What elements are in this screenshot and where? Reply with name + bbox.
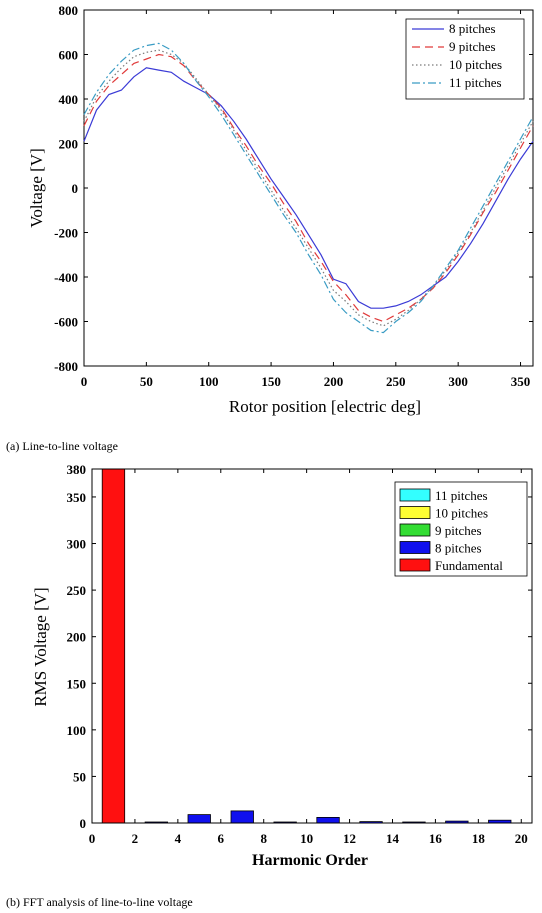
bar-series-group [101, 468, 512, 824]
series-line [83, 49, 534, 327]
y-tick-label: 380 [67, 462, 87, 477]
legend-a: 8 pitches 9 pitches 10 pitches 11 pitches [405, 18, 525, 100]
legend-label: 10 pitches [449, 57, 502, 72]
y-tick-label: 0 [72, 181, 79, 196]
x-tick-label: 20 [515, 831, 528, 846]
y-tick-label: -200 [54, 226, 78, 241]
plot-area-b [91, 468, 533, 824]
bar [316, 817, 340, 824]
x-tick-label: 12 [343, 831, 356, 846]
y-tick-label: 200 [67, 630, 87, 645]
x-tick-label: 350 [511, 374, 531, 389]
bar-chart: 380 350 300 250 200 150 100 50 00 2 4 6 8 10 12 14 16 18 2… [31, 462, 533, 869]
x-tick-label: 6 [218, 831, 225, 846]
y-axis-label-a: Voltage [V] [27, 148, 46, 227]
x-tick-label: 0 [89, 831, 96, 846]
legend-label: 8 pitches [449, 21, 496, 36]
x-tick-label: 14 [386, 831, 400, 846]
legend-label: 9 pitches [449, 39, 496, 54]
y-tick-label: 400 [59, 92, 79, 107]
legend-b: 11 pitches 10 pitches 9 pitches 8 pitches Fu… [394, 481, 528, 577]
x-tick-label: 100 [199, 374, 219, 389]
legend-color-swatch [399, 506, 431, 519]
legend-label: Fundamental [435, 558, 503, 573]
bar [187, 814, 211, 824]
y-tick-label: 0 [80, 816, 87, 831]
y-tick-label: 300 [67, 537, 87, 552]
x-axis-label-b: Harmonic Order [252, 852, 368, 869]
y-tick-label: 150 [67, 676, 87, 691]
y-tick-label: 200 [59, 137, 79, 152]
y-tick-label: -400 [54, 270, 78, 285]
legend-label: 11 pitches [435, 488, 488, 503]
legend-color-swatch [399, 541, 431, 554]
x-tick-label: 300 [448, 374, 468, 389]
y-tick-label: 100 [67, 723, 87, 738]
x-tick-label: 16 [429, 831, 443, 846]
legend-color-swatch [399, 488, 431, 502]
axis-ticks-b: 380 350 300 250 200 150 100 50 00 2 4 6 8 10 12 14 16 18 2… [67, 462, 532, 846]
series-line [83, 67, 534, 309]
bar [101, 468, 126, 824]
x-tick-label: 50 [140, 374, 153, 389]
x-tick-label: 8 [260, 831, 267, 846]
legend-color-swatch [399, 558, 431, 572]
x-axis-label-a: Rotor position [electric deg] [229, 397, 421, 416]
legend-label: 8 pitches [435, 541, 482, 556]
x-tick-label: 4 [175, 831, 182, 846]
line-series-group [83, 42, 534, 334]
legend-label: 11 pitches [449, 75, 502, 90]
x-tick-label: 2 [132, 831, 139, 846]
legend-box-a [405, 18, 525, 100]
x-tick-label: 10 [300, 831, 313, 846]
x-tick-label: 0 [81, 374, 88, 389]
legend-label: 10 pitches [435, 506, 488, 521]
y-tick-label: 600 [59, 48, 79, 63]
series-line [83, 53, 534, 323]
caption-a: (a) Line-to-line voltage [6, 439, 118, 453]
bar [230, 810, 254, 824]
y-tick-label: 250 [67, 583, 87, 598]
x-tick-label: 200 [324, 374, 344, 389]
y-tick-label: -800 [54, 359, 78, 374]
y-tick-label: 350 [67, 490, 87, 505]
x-tick-label: 250 [386, 374, 406, 389]
series-line [83, 42, 534, 334]
y-axis-label-b: RMS Voltage [V] [31, 587, 50, 706]
x-tick-label: 150 [261, 374, 281, 389]
x-tick-label: 18 [472, 831, 486, 846]
legend-color-swatch [399, 523, 431, 537]
y-tick-label: 800 [59, 3, 79, 18]
y-tick-label: -600 [54, 315, 78, 330]
caption-b: (b) FFT analysis of line-to-line voltage [6, 895, 193, 909]
y-tick-label: 50 [73, 769, 86, 784]
legend-label: 9 pitches [435, 523, 482, 538]
